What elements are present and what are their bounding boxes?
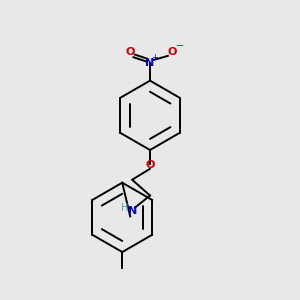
Text: N: N	[146, 58, 154, 68]
Text: −: −	[176, 41, 184, 51]
Text: O: O	[145, 160, 155, 170]
Text: O: O	[125, 47, 135, 57]
Text: H: H	[121, 203, 128, 214]
Text: +: +	[152, 53, 158, 62]
Text: N: N	[128, 206, 137, 216]
Text: O: O	[167, 47, 176, 57]
